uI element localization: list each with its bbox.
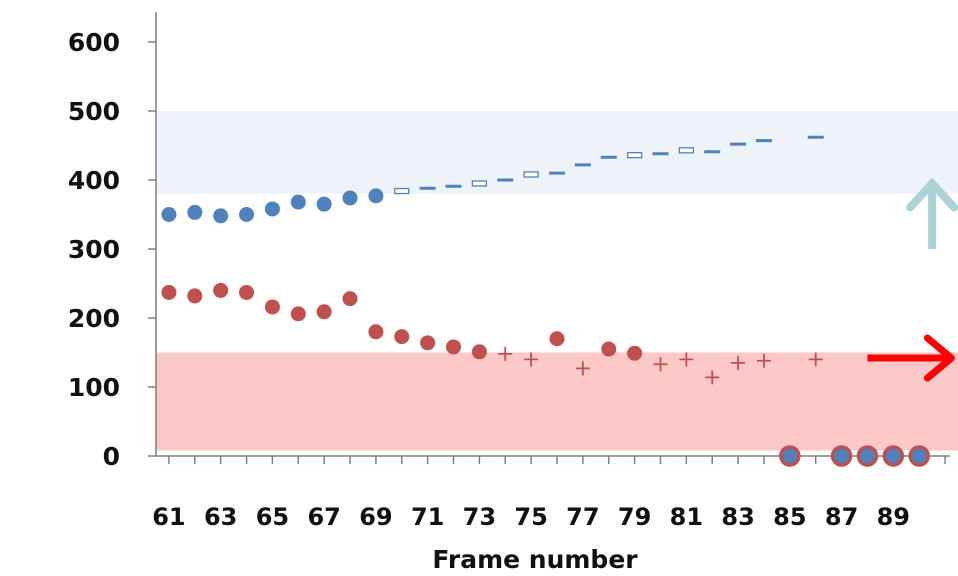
series-0-point-4 bbox=[264, 201, 280, 217]
series-4-point-3 bbox=[653, 357, 668, 372]
series-1-point-0 bbox=[394, 187, 410, 195]
series-4-point-2 bbox=[575, 361, 590, 376]
series-0-point-6 bbox=[316, 196, 332, 212]
series-4-point-0 bbox=[498, 346, 513, 361]
x-tick-label: 77 bbox=[566, 503, 599, 531]
series-4-point-7 bbox=[756, 353, 771, 368]
series-4-point-5 bbox=[705, 370, 720, 385]
series-0-point-0 bbox=[161, 207, 177, 222]
series-0-point-3 bbox=[239, 207, 255, 222]
series-5-point-1 bbox=[830, 445, 853, 467]
x-tick-label: 67 bbox=[307, 503, 340, 531]
x-tick-label: 75 bbox=[514, 503, 547, 531]
arrow-right-head bbox=[923, 334, 955, 382]
series-3-point-0 bbox=[161, 284, 177, 300]
series-3-point-2 bbox=[213, 282, 229, 298]
x-tick-label: 65 bbox=[256, 503, 289, 531]
band-1 bbox=[156, 352, 958, 451]
series-1-point-2 bbox=[523, 171, 539, 178]
data-marks bbox=[161, 135, 930, 467]
series-3-point-10 bbox=[420, 335, 436, 351]
series-1-point-1 bbox=[471, 180, 488, 187]
highlight-bands bbox=[156, 111, 958, 451]
x-tick-label: 61 bbox=[152, 503, 185, 531]
series-3-point-12 bbox=[471, 344, 487, 360]
series-0-point-8 bbox=[368, 188, 384, 204]
series-3-point-9 bbox=[394, 329, 410, 345]
band-0 bbox=[156, 111, 958, 194]
series-3-point-6 bbox=[316, 304, 332, 320]
x-tick-label: 81 bbox=[670, 503, 703, 531]
series-3-point-8 bbox=[368, 324, 384, 340]
x-tick-label: 83 bbox=[721, 503, 754, 531]
series-5-point-2 bbox=[856, 445, 879, 467]
series-4-point-6 bbox=[731, 355, 746, 370]
x-tick-label: 85 bbox=[773, 503, 806, 531]
annotations bbox=[867, 177, 958, 382]
series-0-point-2 bbox=[213, 208, 229, 224]
series-0-point-7 bbox=[342, 190, 358, 206]
x-tick-label: 69 bbox=[359, 503, 392, 531]
y-tick-label: 600 bbox=[68, 28, 120, 57]
series-5-point-3 bbox=[882, 445, 905, 467]
y-tick-label: 500 bbox=[68, 97, 120, 126]
y-tick-label: 300 bbox=[68, 235, 120, 264]
series-3-point-7 bbox=[342, 291, 358, 307]
series-4-point-1 bbox=[524, 352, 539, 367]
y-tick-label: 0 bbox=[103, 442, 120, 471]
x-tick-label: 73 bbox=[463, 503, 496, 531]
arrow-up-head bbox=[906, 177, 958, 212]
series-4-point-4 bbox=[679, 352, 694, 367]
series-0-point-1 bbox=[187, 204, 203, 220]
series-0-point-5 bbox=[290, 194, 306, 210]
y-tick-label: 400 bbox=[68, 166, 120, 195]
series-4-point-8 bbox=[808, 352, 823, 367]
y-tick-label: 200 bbox=[68, 304, 120, 333]
x-tick-labels: 61 63 65 67 69 71 73 75 77 79 81 83 85 87 89 bbox=[152, 503, 910, 531]
x-tick-label: 89 bbox=[877, 503, 910, 531]
series-3-point-3 bbox=[239, 284, 255, 300]
x-tick-label: 79 bbox=[618, 503, 651, 531]
series-3-point-1 bbox=[187, 288, 203, 304]
x-tick-label: 87 bbox=[825, 503, 858, 531]
x-axis-title: Frame number bbox=[432, 545, 638, 574]
y-tick-labels: 0 100 200 300 400 500 600 bbox=[68, 28, 120, 471]
series-3-point-11 bbox=[446, 339, 462, 355]
series-3-point-15 bbox=[627, 345, 643, 361]
series-3-point-4 bbox=[264, 299, 280, 315]
series-1-point-4 bbox=[678, 147, 695, 154]
series-5-point-0 bbox=[779, 445, 801, 467]
series-5-point-4 bbox=[908, 445, 930, 467]
series-3-point-5 bbox=[290, 306, 306, 322]
series-1-point-3 bbox=[626, 152, 643, 159]
x-tick-label: 63 bbox=[204, 503, 237, 531]
x-tick-label: 71 bbox=[411, 503, 444, 531]
series-3-point-14 bbox=[601, 341, 617, 357]
y-tick-label: 100 bbox=[68, 373, 120, 402]
series-3-point-13 bbox=[549, 331, 565, 347]
